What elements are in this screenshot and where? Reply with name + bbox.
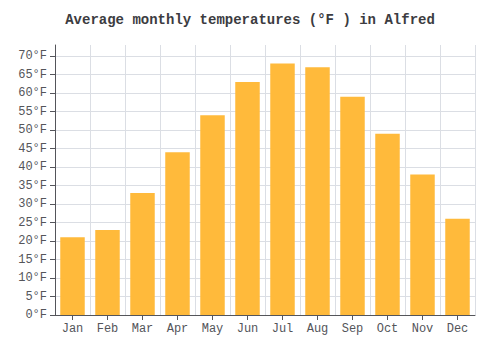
svg-text:35°F: 35°F [18, 179, 47, 193]
svg-text:65°F: 65°F [18, 68, 47, 82]
svg-text:40°F: 40°F [18, 160, 47, 174]
svg-text:25°F: 25°F [18, 216, 47, 230]
svg-text:Dec: Dec [447, 322, 469, 336]
svg-text:Jan: Jan [62, 322, 84, 336]
svg-text:Feb: Feb [97, 322, 119, 336]
svg-text:0°F: 0°F [25, 308, 47, 322]
svg-text:5°F: 5°F [25, 290, 47, 304]
svg-text:Nov: Nov [412, 322, 434, 336]
svg-text:Average monthly temperatures (: Average monthly temperatures (°F ) in Al… [65, 12, 435, 28]
svg-text:Sep: Sep [342, 322, 364, 336]
svg-text:70°F: 70°F [18, 49, 47, 63]
svg-text:Jul: Jul [272, 322, 294, 336]
svg-text:Mar: Mar [132, 322, 154, 336]
svg-text:20°F: 20°F [18, 234, 47, 248]
svg-text:Apr: Apr [167, 322, 189, 336]
svg-text:May: May [202, 322, 224, 336]
svg-text:55°F: 55°F [18, 105, 47, 119]
svg-text:45°F: 45°F [18, 142, 47, 156]
svg-text:50°F: 50°F [18, 123, 47, 137]
svg-text:Aug: Aug [307, 322, 329, 336]
svg-text:10°F: 10°F [18, 271, 47, 285]
svg-text:30°F: 30°F [18, 197, 47, 211]
svg-text:Oct: Oct [377, 322, 399, 336]
svg-text:60°F: 60°F [18, 86, 47, 100]
svg-text:15°F: 15°F [18, 253, 47, 267]
svg-text:Jun: Jun [237, 322, 259, 336]
